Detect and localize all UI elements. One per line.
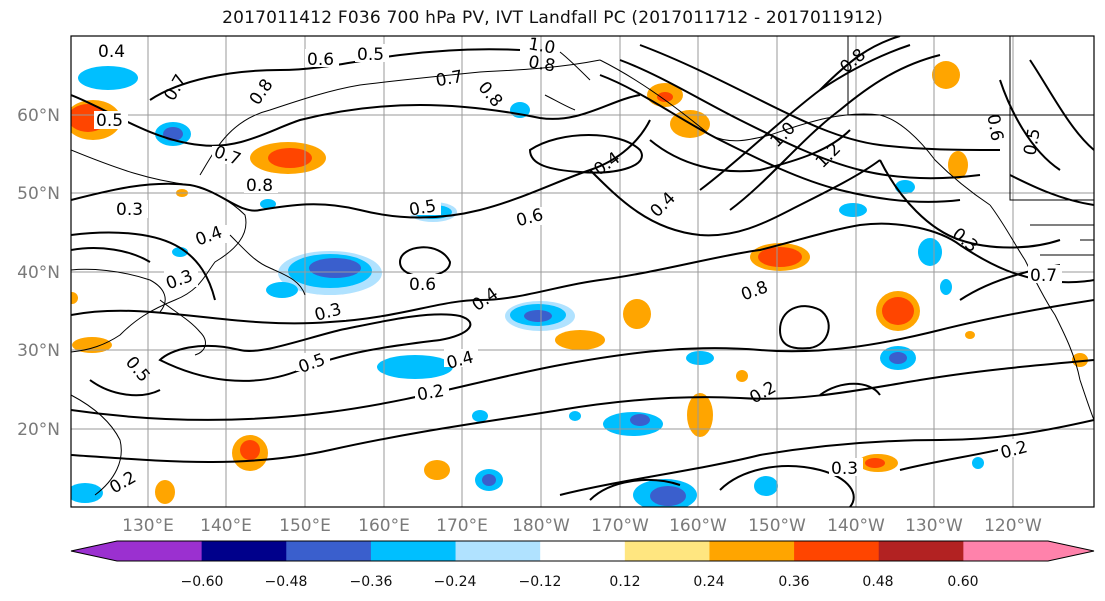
colorbar-segment bbox=[201, 541, 287, 561]
colorbar-tick-label: −0.48 bbox=[265, 574, 308, 590]
contour-label: 0.6 bbox=[307, 50, 334, 70]
map-title: 2017011412 F036 700 hPa PV, IVT Landfall… bbox=[222, 8, 883, 28]
colorbar-segment bbox=[878, 541, 964, 561]
contour-label: 0.5 bbox=[96, 111, 123, 131]
colorbar-segment bbox=[624, 541, 710, 561]
lon-label: 150°E bbox=[279, 516, 331, 536]
lon-label: 130°W bbox=[905, 516, 963, 536]
colorbar-segment bbox=[540, 541, 626, 561]
lon-label: 170°E bbox=[436, 516, 488, 536]
colorbar-tick-label: 0.48 bbox=[862, 574, 893, 590]
lon-label: 150°W bbox=[748, 516, 806, 536]
colorbar-extend-max bbox=[1048, 541, 1094, 561]
colorbar-extend-min bbox=[71, 541, 117, 561]
colorbar-tick-label: −0.60 bbox=[181, 574, 224, 590]
colorbar-segment bbox=[370, 541, 457, 561]
colorbar-segment bbox=[963, 541, 1049, 561]
anomaly-shading bbox=[71, 61, 1088, 507]
colorbar-tick-label: 0.24 bbox=[693, 574, 724, 590]
contour-label: 0.5 bbox=[408, 196, 438, 220]
lon-label: 140°E bbox=[200, 516, 252, 536]
colorbar-tick-label: −0.36 bbox=[350, 574, 393, 590]
colorbar-tick-label: 0.60 bbox=[947, 574, 978, 590]
map-border bbox=[70, 35, 1095, 508]
coastlines bbox=[71, 36, 1094, 496]
contour-label: 0.8 bbox=[527, 52, 557, 76]
colorbar-segment bbox=[286, 541, 372, 561]
colorbar-tick-label: 0.36 bbox=[778, 574, 809, 590]
contour-label: 0.4 bbox=[98, 42, 125, 62]
colorbar-tick-label: −0.24 bbox=[434, 574, 477, 590]
contour-label: 0.5 bbox=[1020, 127, 1044, 157]
lat-label: 40°N bbox=[17, 263, 60, 283]
contour-label: 0.3 bbox=[116, 200, 143, 220]
lat-label: 60°N bbox=[17, 106, 60, 126]
colorbar-segment bbox=[709, 541, 795, 561]
contour-label: 0.6 bbox=[409, 275, 436, 295]
contour-label: 0.5 bbox=[357, 45, 384, 65]
pv-contours bbox=[71, 36, 1094, 507]
lon-label: 130°E bbox=[122, 516, 174, 536]
contour-label: 0.6 bbox=[982, 113, 1006, 143]
colorbar-ticks: −0.60 −0.48 −0.36 −0.24 −0.12 0.12 0.24 … bbox=[181, 574, 979, 590]
contour-label: 0.7 bbox=[434, 67, 464, 91]
latitude-labels: 60°N 50°N 40°N 30°N 20°N bbox=[17, 106, 60, 440]
lat-label: 20°N bbox=[17, 420, 60, 440]
colorbar bbox=[70, 540, 1095, 562]
colorbar-segment bbox=[455, 541, 541, 561]
lon-label: 140°W bbox=[827, 516, 885, 536]
colorbar-segment bbox=[117, 541, 203, 561]
lon-label: 180°W bbox=[512, 516, 570, 536]
lon-label: 160°E bbox=[358, 516, 410, 536]
contour-label: 0.2 bbox=[416, 381, 446, 405]
lon-label: 160°W bbox=[669, 516, 727, 536]
colorbar-outline bbox=[70, 540, 1095, 562]
longitude-labels: 130°E 140°E 150°E 160°E 170°E 180°W 170°… bbox=[122, 516, 1042, 536]
contour-labels: 0.4 0.7 0.6 0.5 1.0 0.8 0.5 0.8 0.7 0.8 … bbox=[94, 34, 1062, 498]
contour-label: 0.3 bbox=[831, 459, 858, 479]
colorbar-tick-label: −0.12 bbox=[519, 574, 562, 590]
lat-label: 30°N bbox=[17, 341, 60, 361]
colorbar-segment bbox=[794, 541, 880, 561]
contour-label: 1.0 bbox=[527, 34, 557, 58]
colorbar-tick-label: 0.12 bbox=[609, 574, 640, 590]
contour-label: 0.7 bbox=[1030, 266, 1057, 286]
lon-label: 120°W bbox=[984, 516, 1042, 536]
lat-label: 50°N bbox=[17, 184, 60, 204]
contour-label: 0.8 bbox=[246, 176, 273, 196]
lon-label: 170°W bbox=[591, 516, 649, 536]
